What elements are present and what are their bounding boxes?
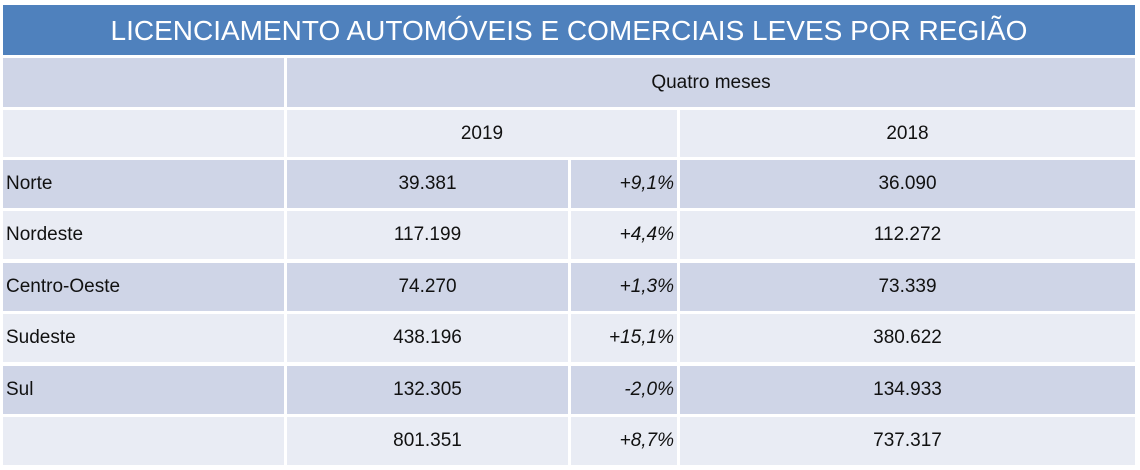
value-current: 74.270 xyxy=(287,262,568,311)
value-change: -2,0% xyxy=(571,365,677,414)
year-header: 2019 xyxy=(287,110,677,157)
region-label: Sudeste xyxy=(3,314,284,363)
value-previous: 36.090 xyxy=(680,160,1135,208)
region-label: Nordeste xyxy=(3,211,284,260)
value-current: 117.199 xyxy=(287,211,568,260)
value-previous: 737.317 xyxy=(680,417,1135,465)
value-current: 132.305 xyxy=(287,365,568,414)
value-previous: 73.339 xyxy=(680,262,1135,311)
region-label: Centro-Oeste xyxy=(3,262,284,311)
region-label: Sul xyxy=(3,365,284,414)
value-change: +9,1% xyxy=(571,160,677,208)
table-title: LICENCIAMENTO AUTOMÓVEIS E COMERCIAIS LE… xyxy=(3,5,1135,55)
value-previous: 134.933 xyxy=(680,365,1135,414)
value-change: +1,3% xyxy=(571,262,677,311)
header-blank xyxy=(3,110,284,157)
value-change: +4,4% xyxy=(571,211,677,260)
year-header: 2018 xyxy=(680,110,1135,157)
value-change: +15,1% xyxy=(571,314,677,363)
header-blank xyxy=(3,58,284,107)
value-change: +8,7% xyxy=(571,417,677,465)
value-previous: 380.622 xyxy=(680,314,1135,363)
value-previous: 112.272 xyxy=(680,211,1135,260)
region-label: Norte xyxy=(3,160,284,208)
value-current: 39.381 xyxy=(287,160,568,208)
region-blank xyxy=(3,417,284,465)
value-current: 801.351 xyxy=(287,417,568,465)
period-header: Quatro meses xyxy=(287,58,1135,107)
value-current: 438.196 xyxy=(287,314,568,363)
